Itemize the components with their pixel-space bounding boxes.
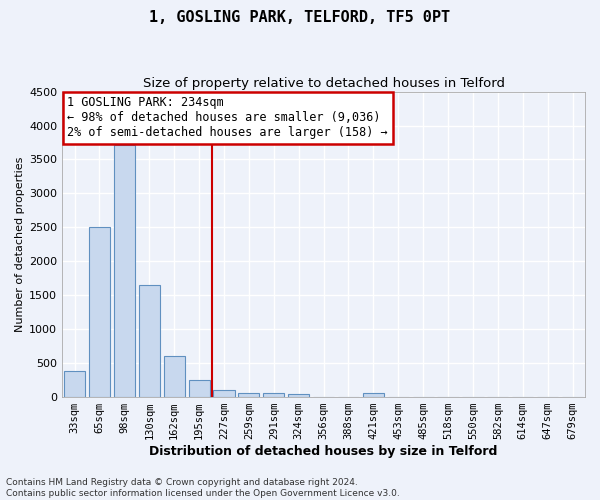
Bar — [214, 390, 235, 396]
Bar — [188, 380, 209, 396]
Text: 1 GOSLING PARK: 234sqm
← 98% of detached houses are smaller (9,036)
2% of semi-d: 1 GOSLING PARK: 234sqm ← 98% of detached… — [67, 96, 388, 139]
Bar — [288, 394, 309, 396]
Text: 1, GOSLING PARK, TELFORD, TF5 0PT: 1, GOSLING PARK, TELFORD, TF5 0PT — [149, 10, 451, 25]
Text: Contains HM Land Registry data © Crown copyright and database right 2024.
Contai: Contains HM Land Registry data © Crown c… — [6, 478, 400, 498]
Bar — [139, 286, 160, 397]
Bar — [164, 356, 185, 397]
X-axis label: Distribution of detached houses by size in Telford: Distribution of detached houses by size … — [149, 444, 498, 458]
Title: Size of property relative to detached houses in Telford: Size of property relative to detached ho… — [143, 78, 505, 90]
Bar — [363, 392, 384, 396]
Bar — [238, 392, 259, 396]
Bar — [114, 144, 135, 396]
Bar — [263, 393, 284, 396]
Y-axis label: Number of detached properties: Number of detached properties — [15, 156, 25, 332]
Bar — [64, 371, 85, 396]
Bar — [89, 227, 110, 396]
